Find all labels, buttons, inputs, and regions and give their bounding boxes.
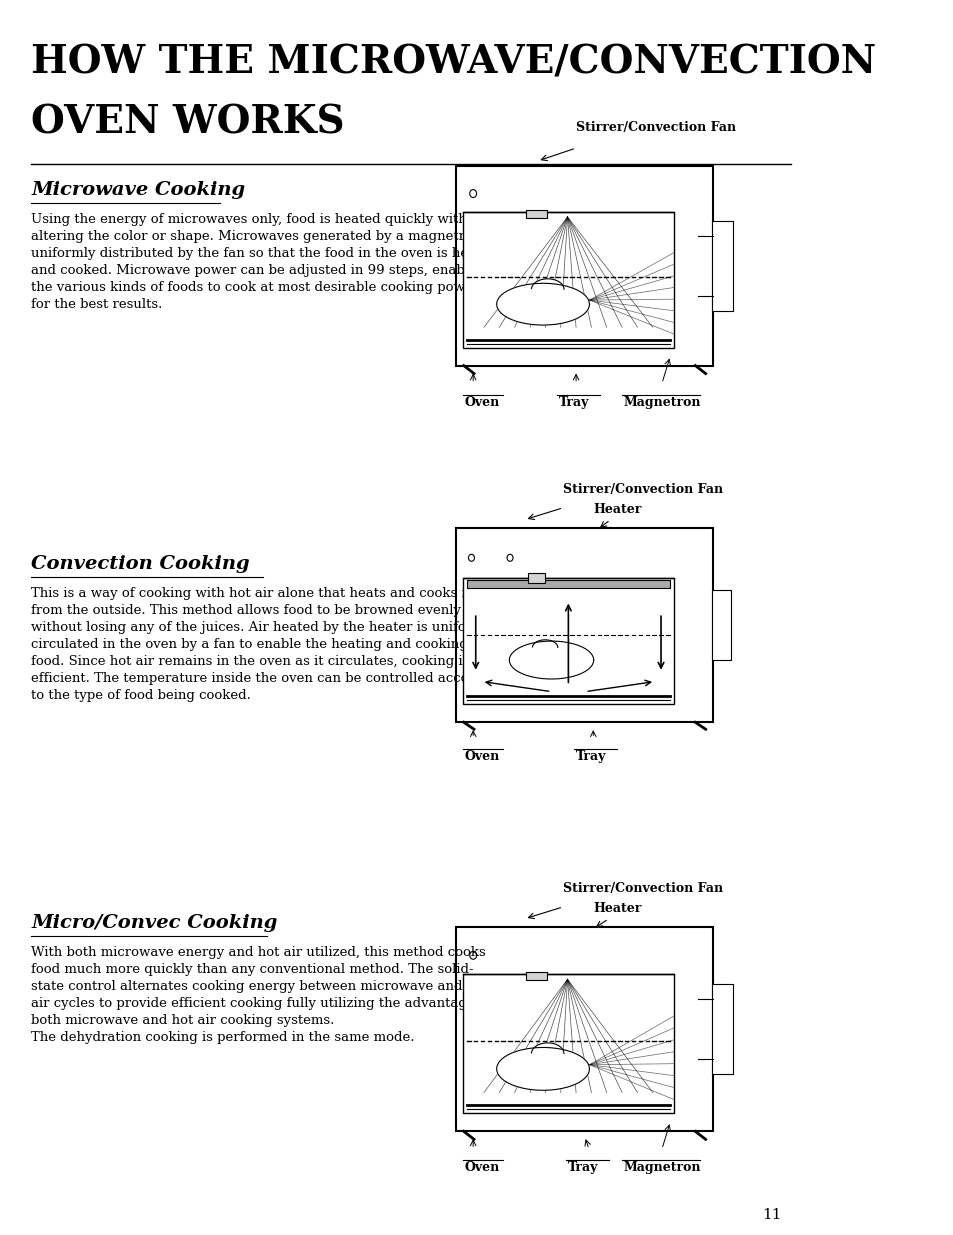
Text: Tray: Tray	[558, 395, 589, 409]
Bar	[467, 580, 669, 588]
Polygon shape	[509, 641, 593, 679]
Text: Stirrer/Convection Fan: Stirrer/Convection Fan	[562, 882, 722, 895]
Bar	[711, 590, 730, 659]
Text: Microwave Cooking: Microwave Cooking	[31, 182, 245, 199]
Text: Magnetron: Magnetron	[622, 1161, 700, 1174]
Text: This is a way of cooking with hot air alone that heats and cooks food
from the o: This is a way of cooking with hot air al…	[31, 587, 504, 701]
Text: 11: 11	[761, 1208, 781, 1221]
Polygon shape	[497, 283, 589, 325]
Text: With both microwave energy and hot air utilized, this method cooks
food much mor: With both microwave energy and hot air u…	[31, 946, 498, 1045]
Bar	[711, 221, 732, 311]
Text: Stirrer/Convection Fan: Stirrer/Convection Fan	[562, 483, 722, 495]
Text: Convection Cooking: Convection Cooking	[31, 556, 250, 573]
Text: HOW THE MICROWAVE/CONVECTION: HOW THE MICROWAVE/CONVECTION	[31, 43, 876, 82]
Bar	[711, 984, 732, 1074]
Polygon shape	[497, 1047, 589, 1091]
Bar	[462, 974, 673, 1114]
Text: Oven: Oven	[464, 1161, 499, 1174]
Text: Magnetron: Magnetron	[622, 395, 700, 409]
Text: Tray: Tray	[576, 750, 606, 763]
Text: Heater: Heater	[593, 902, 641, 915]
Text: Using the energy of microwaves only, food is heated quickly without
altering the: Using the energy of microwaves only, foo…	[31, 212, 508, 311]
Text: Tray: Tray	[567, 1161, 598, 1174]
Bar	[462, 578, 673, 704]
Text: Oven: Oven	[464, 395, 499, 409]
Bar	[456, 527, 713, 722]
Bar	[456, 926, 713, 1131]
Text: OVEN WORKS: OVEN WORKS	[31, 103, 345, 141]
Text: Stirrer/Convection Fan: Stirrer/Convection Fan	[576, 121, 736, 135]
Polygon shape	[531, 1042, 563, 1068]
Bar	[526, 210, 546, 217]
Text: Micro/Convec Cooking: Micro/Convec Cooking	[31, 914, 277, 932]
Bar	[456, 165, 713, 366]
Bar	[462, 212, 673, 347]
Polygon shape	[531, 279, 563, 304]
Text: Heater: Heater	[593, 503, 641, 516]
Text: Oven: Oven	[464, 750, 499, 763]
Bar	[528, 573, 545, 583]
Bar	[526, 972, 546, 981]
Polygon shape	[532, 640, 558, 655]
